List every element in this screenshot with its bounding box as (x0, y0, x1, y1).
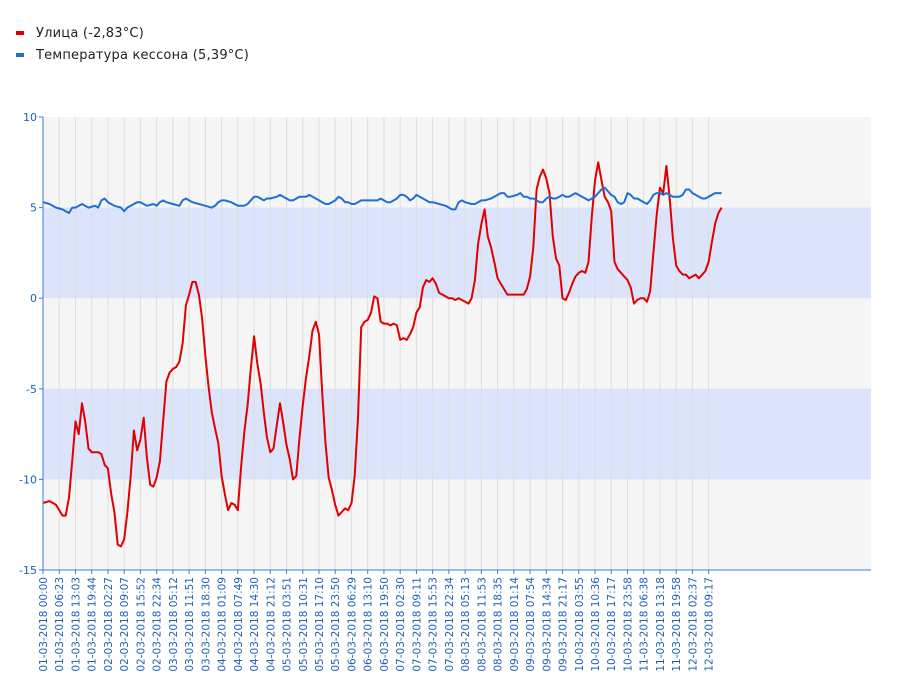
x-tick-label: 10-03-2018 10:36 (590, 577, 602, 672)
series-line-caisson (42, 186, 722, 214)
plot-background (43, 117, 871, 570)
legend-swatch-caisson (16, 53, 24, 57)
x-tick-label: 09-03-2018 14:34 (541, 577, 553, 672)
x-tick-label: 01-03-2018 06:23 (54, 577, 66, 672)
x-tick-label: 02-03-2018 09:07 (119, 577, 131, 672)
grid (42, 117, 710, 570)
x-tick-label: 06-03-2018 19:50 (379, 577, 391, 672)
y-tick-label: 10 (23, 111, 37, 124)
series-line-outdoor (42, 161, 723, 548)
y-tick-label: -5 (26, 383, 37, 396)
series-group (42, 161, 723, 548)
x-tick-label: 11-03-2018 19:58 (671, 577, 683, 672)
x-tick-label: 07-03-2018 15:53 (428, 577, 440, 672)
x-tick-label: 04-03-2018 14:30 (249, 577, 261, 672)
legend-swatch-outdoor (16, 31, 24, 35)
x-tick-label: 10-03-2018 03:55 (574, 577, 586, 672)
y-tick-label: -10 (19, 473, 37, 486)
band-1 (43, 388, 871, 480)
x-tick-label: 10-03-2018 23:58 (622, 577, 634, 672)
y-tick-label: 5 (30, 202, 37, 215)
x-tick-label: 06-03-2018 13:10 (363, 577, 375, 672)
x-tick-label: 03-03-2018 11:51 (184, 577, 196, 672)
legend-label-caisson: Температура кессона (5,39°C) (36, 47, 250, 63)
x-tick-label: 07-03-2018 09:11 (411, 577, 423, 672)
x-tick-label: 11-03-2018 06:38 (639, 577, 651, 672)
x-tick-label: 04-03-2018 07:49 (233, 577, 245, 672)
axes (42, 117, 871, 571)
x-tick-label: 08-03-2018 18:35 (493, 577, 505, 672)
x-tick-label: 02-03-2018 22:34 (152, 577, 164, 672)
x-tick-label: 08-03-2018 05:13 (460, 577, 472, 672)
x-tick-label: 04-03-2018 01:09 (217, 577, 229, 672)
x-tick-label: 10-03-2018 17:17 (606, 577, 618, 672)
x-tick-label: 07-03-2018 22:34 (444, 577, 456, 672)
x-tick-label: 04-03-2018 21:12 (265, 577, 277, 672)
plot-area (43, 117, 871, 570)
x-tick-label: 02-03-2018 02:27 (103, 577, 115, 672)
x-tick-label: 12-03-2018 09:17 (704, 577, 716, 672)
x-tick-label: 12-03-2018 02:37 (687, 577, 699, 672)
x-tick-label: 05-03-2018 17:10 (314, 577, 326, 672)
x-tick-label: 07-03-2018 02:30 (395, 577, 407, 672)
x-tick-label: 01-03-2018 13:03 (70, 577, 82, 672)
legend: Улица (-2,83°C) Температура кессона (5,3… (16, 22, 249, 66)
x-tick-label: 02-03-2018 15:52 (135, 577, 147, 672)
y-tick-label: -15 (19, 564, 37, 577)
x-tick-label: 09-03-2018 01:14 (509, 577, 521, 672)
x-tick-label: 03-03-2018 18:30 (200, 577, 212, 672)
x-tick-label: 09-03-2018 07:54 (525, 577, 537, 672)
x-tick-label: 05-03-2018 10:31 (298, 577, 310, 672)
x-tick-label: 09-03-2018 21:17 (558, 577, 570, 672)
y-tick-label: 0 (30, 292, 37, 305)
x-tick-label: 01-03-2018 00:00 (38, 577, 50, 672)
legend-item-caisson[interactable]: Температура кессона (5,39°C) (16, 44, 249, 66)
legend-item-outdoor[interactable]: Улица (-2,83°C) (16, 22, 249, 44)
x-tick-label: 05-03-2018 23:50 (330, 577, 342, 672)
x-tick-label: 01-03-2018 19:44 (87, 577, 99, 672)
y-axis-ticks: 10 5 0 -5 -10 -15 (19, 111, 43, 577)
x-tick-label: 05-03-2018 03:51 (282, 577, 294, 672)
legend-label-outdoor: Улица (-2,83°C) (36, 25, 144, 41)
x-tick-label: 06-03-2018 06:29 (346, 577, 358, 672)
x-tick-label: 08-03-2018 11:53 (476, 577, 488, 672)
x-tick-label: 11-03-2018 13:18 (655, 577, 667, 672)
band-0 (43, 207, 871, 299)
x-axis-ticks: 01-03-2018 00:00 01-03-2018 06:23 01-03-20… (38, 570, 716, 672)
x-tick-label: 03-03-2018 05:12 (168, 577, 180, 672)
